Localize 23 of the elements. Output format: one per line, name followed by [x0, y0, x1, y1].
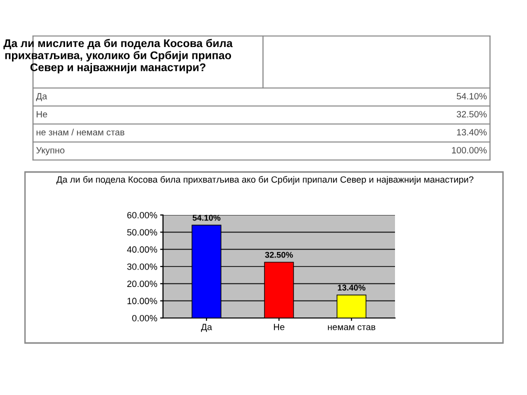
text: 32.50%	[456, 111, 487, 118]
text: Укупно	[36, 147, 64, 156]
data-label: 32.50%	[265, 252, 293, 258]
y-tick-label: 10.00%	[128, 298, 158, 304]
data-label: 13.40%	[338, 284, 366, 291]
chart-title: Да ли би подела Косова била прихватљива ако би Србији припали Север и најважнији манастири?	[56, 176, 474, 184]
text: Да ли мислите да би подела Косова била прихватљива, уколико би Србији припао Север и најважнији манастири?	[3, 38, 233, 74]
text: 13.40%	[457, 129, 487, 136]
x-tick-label: Да	[201, 324, 212, 332]
y-tick-label: 30.00%	[127, 263, 158, 270]
y-tick-label: 0.00%	[132, 314, 158, 322]
y-tick-label: 50.00%	[127, 229, 158, 236]
y-tick-label: 20.00%	[127, 280, 158, 288]
text: 54.10%	[456, 93, 487, 100]
y-tick-label: 60.00%	[127, 212, 158, 218]
x-tick-label: немам став	[328, 325, 376, 330]
text: не знам / немам став	[36, 128, 124, 136]
y-tick-label: 40.00%	[127, 246, 158, 253]
data-label: 54.10%	[192, 214, 220, 221]
text: Не	[36, 111, 48, 118]
text: 100.00%	[452, 147, 487, 154]
text: Да	[36, 93, 48, 102]
x-tick-label: Не	[274, 324, 284, 330]
